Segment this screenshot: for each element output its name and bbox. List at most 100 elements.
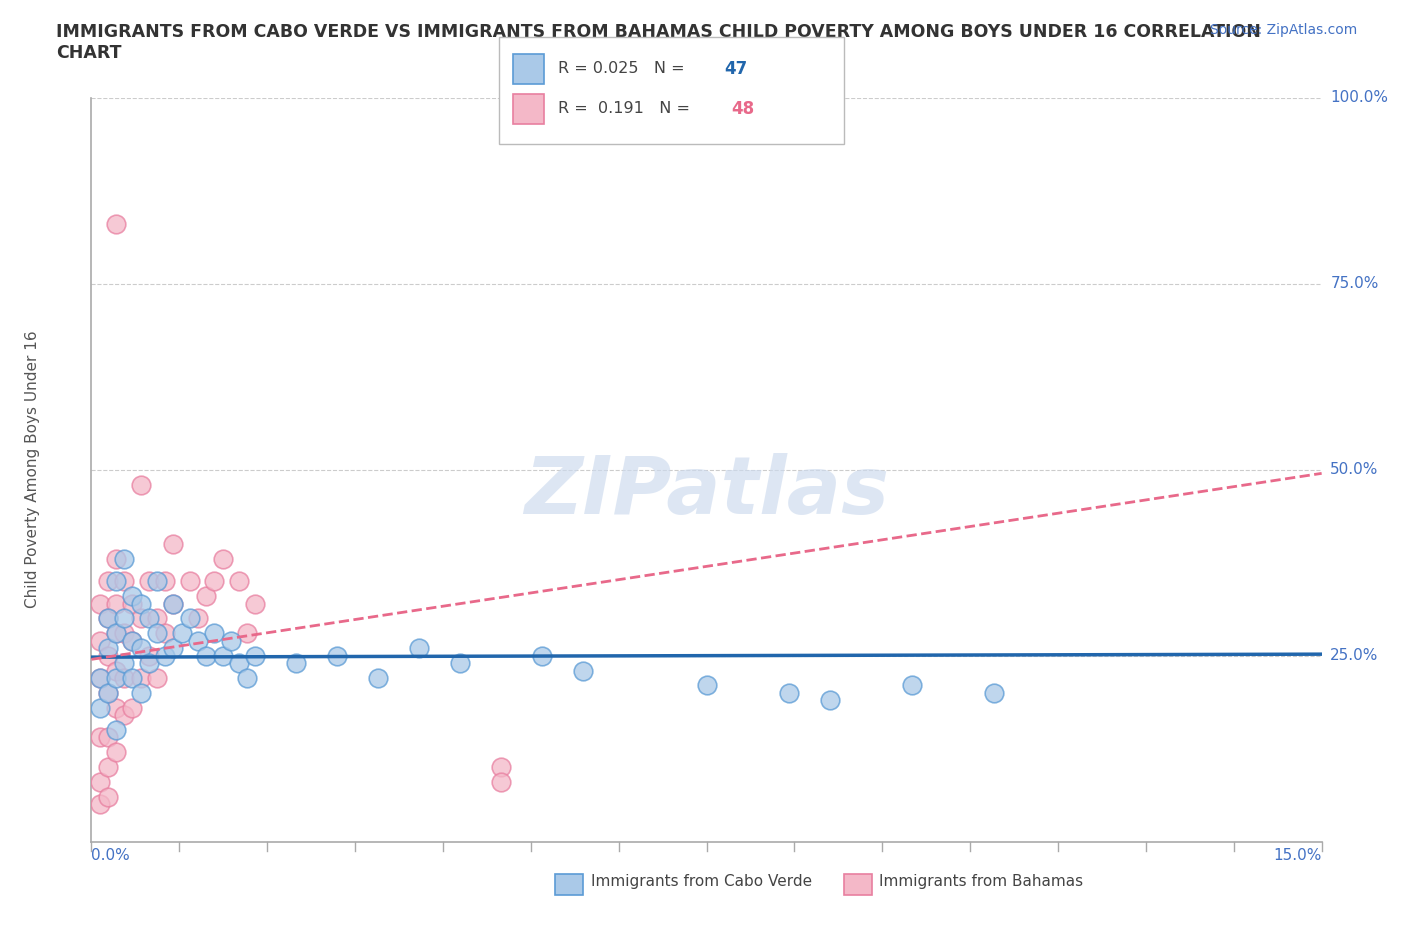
Point	[900, 678, 922, 693]
Point	[89, 775, 111, 790]
Point	[818, 693, 841, 708]
Point	[105, 596, 127, 611]
Text: R = 0.025   N =: R = 0.025 N =	[558, 61, 690, 76]
Point	[129, 685, 152, 700]
Point	[211, 648, 233, 663]
Point	[228, 656, 250, 671]
Point	[105, 700, 127, 715]
Point	[97, 611, 120, 626]
Text: 48: 48	[731, 100, 754, 118]
Point	[449, 656, 471, 671]
Point	[162, 596, 184, 611]
Point	[202, 626, 225, 641]
Point	[121, 589, 143, 604]
Point	[572, 663, 595, 678]
Point	[97, 760, 120, 775]
Point	[97, 685, 120, 700]
Point	[112, 611, 135, 626]
Point	[695, 678, 717, 693]
Point	[97, 648, 120, 663]
Text: 0.0%: 0.0%	[91, 848, 131, 863]
Point	[138, 611, 160, 626]
Point	[112, 551, 135, 566]
Point	[105, 626, 127, 641]
Point	[105, 626, 127, 641]
Point	[121, 633, 143, 648]
Point	[105, 574, 127, 589]
Point	[105, 671, 127, 685]
Point	[129, 596, 152, 611]
Point	[121, 596, 143, 611]
Point	[179, 611, 201, 626]
Point	[112, 708, 135, 723]
Point	[245, 648, 267, 663]
Point	[491, 760, 513, 775]
Text: 47: 47	[724, 60, 748, 78]
Point	[146, 611, 169, 626]
Point	[97, 574, 120, 589]
Point	[285, 656, 308, 671]
Point	[89, 797, 111, 812]
Text: Immigrants from Bahamas: Immigrants from Bahamas	[879, 874, 1083, 889]
Text: Immigrants from Cabo Verde: Immigrants from Cabo Verde	[591, 874, 811, 889]
Point	[89, 671, 111, 685]
Text: IMMIGRANTS FROM CABO VERDE VS IMMIGRANTS FROM BAHAMAS CHILD POVERTY AMONG BOYS U: IMMIGRANTS FROM CABO VERDE VS IMMIGRANTS…	[56, 23, 1261, 62]
Text: 50.0%: 50.0%	[1330, 462, 1379, 477]
Point	[129, 641, 152, 656]
Point	[326, 648, 349, 663]
Point	[89, 700, 111, 715]
Point	[97, 611, 120, 626]
Point	[138, 648, 160, 663]
Text: ZIPatlas: ZIPatlas	[524, 453, 889, 531]
Point	[129, 671, 152, 685]
Point	[112, 656, 135, 671]
Point	[129, 477, 152, 492]
Point	[202, 574, 225, 589]
Text: 100.0%: 100.0%	[1330, 90, 1388, 105]
Point	[138, 574, 160, 589]
Text: Child Poverty Among Boys Under 16: Child Poverty Among Boys Under 16	[25, 331, 39, 608]
Point	[121, 633, 143, 648]
Text: 75.0%: 75.0%	[1330, 276, 1379, 291]
Point	[146, 671, 169, 685]
Point	[983, 685, 1005, 700]
Point	[121, 671, 143, 685]
Point	[187, 611, 209, 626]
Text: 25.0%: 25.0%	[1330, 648, 1379, 663]
Point	[89, 671, 111, 685]
Point	[491, 775, 513, 790]
Point	[245, 596, 267, 611]
Point	[97, 790, 120, 804]
Point	[97, 685, 120, 700]
Point	[112, 574, 135, 589]
Text: 15.0%: 15.0%	[1274, 848, 1322, 863]
Point	[105, 663, 127, 678]
Point	[146, 626, 169, 641]
Point	[778, 685, 800, 700]
Point	[105, 217, 127, 232]
Point	[195, 589, 218, 604]
Point	[112, 671, 135, 685]
Point	[170, 626, 193, 641]
Point	[195, 648, 218, 663]
Point	[162, 596, 184, 611]
Text: R =  0.191   N =: R = 0.191 N =	[558, 101, 696, 116]
Point	[531, 648, 554, 663]
Point	[367, 671, 389, 685]
Point	[408, 641, 430, 656]
Point	[89, 633, 111, 648]
Point	[89, 596, 111, 611]
Point	[89, 730, 111, 745]
Point	[138, 656, 160, 671]
Point	[219, 633, 242, 648]
Point	[112, 626, 135, 641]
Point	[105, 551, 127, 566]
Point	[187, 633, 209, 648]
Point	[162, 537, 184, 551]
Point	[153, 574, 177, 589]
Point	[153, 626, 177, 641]
Point	[97, 641, 120, 656]
Text: Source: ZipAtlas.com: Source: ZipAtlas.com	[1209, 23, 1357, 37]
Point	[105, 745, 127, 760]
Point	[236, 671, 259, 685]
